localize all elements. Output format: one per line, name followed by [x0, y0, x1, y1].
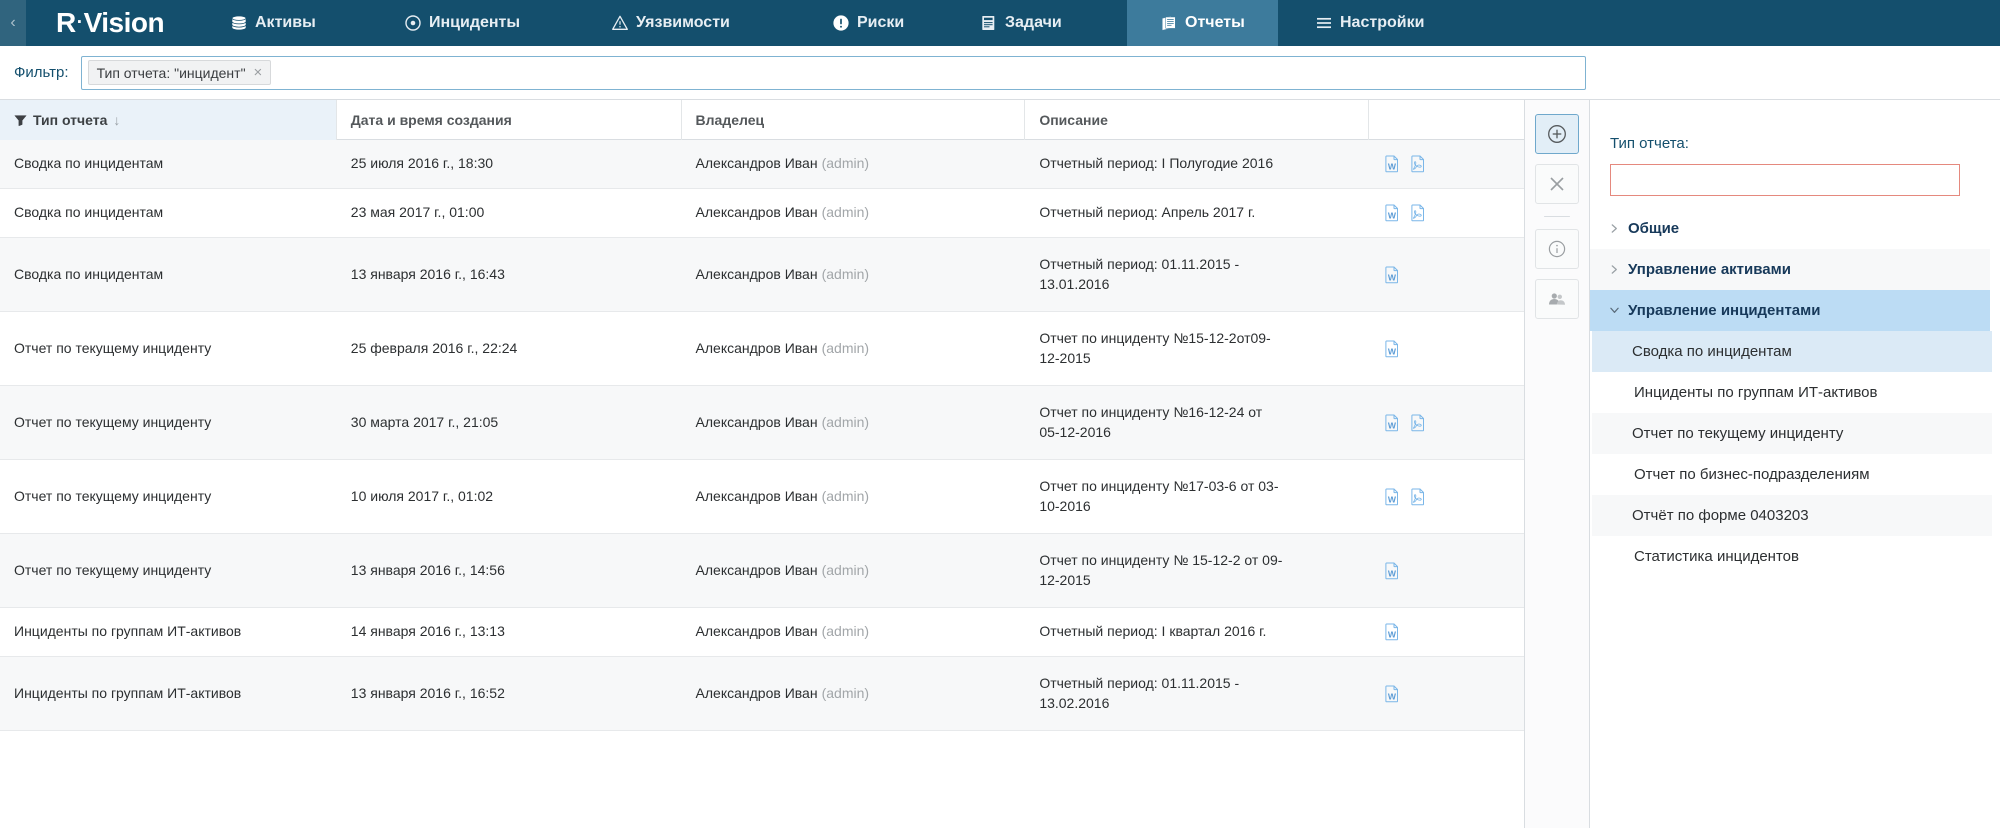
- svg-text:W: W: [1388, 629, 1397, 639]
- svg-text:W: W: [1388, 272, 1397, 282]
- svg-text:W: W: [1388, 420, 1397, 430]
- svg-text:W: W: [1388, 210, 1397, 220]
- svg-text:W: W: [1388, 346, 1397, 356]
- svg-text:W: W: [1388, 161, 1397, 171]
- svg-text:W: W: [1388, 568, 1397, 578]
- svg-text:W: W: [1388, 494, 1397, 504]
- svg-text:W: W: [1388, 691, 1397, 701]
